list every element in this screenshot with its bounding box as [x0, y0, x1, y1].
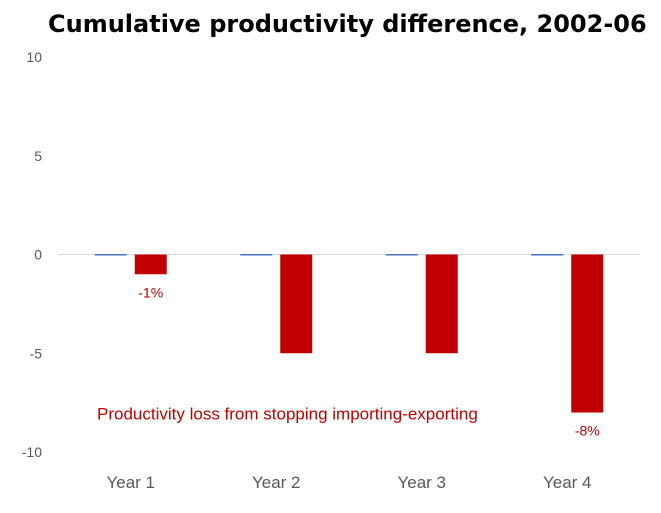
- bar: [385, 254, 418, 256]
- data-labels: -1% -8%: [138, 284, 599, 438]
- chart-annotation: Productivity loss from stopping importin…: [97, 404, 478, 423]
- y-tick-label: -10: [22, 444, 42, 460]
- bar: [531, 254, 564, 256]
- data-label: -8%: [575, 423, 600, 439]
- data-label: -1%: [138, 284, 163, 300]
- bar: [280, 254, 313, 354]
- bar: [94, 254, 127, 256]
- chart-title: Cumulative productivity difference, 2002…: [48, 10, 647, 38]
- bar: [571, 254, 604, 413]
- x-tick-label: Year 1: [106, 473, 155, 492]
- bar: [425, 254, 458, 354]
- y-tick-label: 10: [26, 49, 42, 65]
- y-tick-label: 5: [34, 148, 42, 164]
- y-tick-label: 0: [34, 247, 42, 263]
- bars: [94, 254, 604, 413]
- y-axis-ticks: 10 5 0 -5 -10: [22, 49, 42, 460]
- bar: [240, 254, 273, 256]
- y-tick-label: -5: [30, 345, 43, 361]
- x-axis-labels: Year 1 Year 2 Year 3 Year 4: [106, 473, 591, 492]
- bar: [134, 254, 167, 275]
- x-tick-label: Year 3: [397, 473, 446, 492]
- x-tick-label: Year 4: [543, 473, 592, 492]
- x-tick-label: Year 2: [252, 473, 301, 492]
